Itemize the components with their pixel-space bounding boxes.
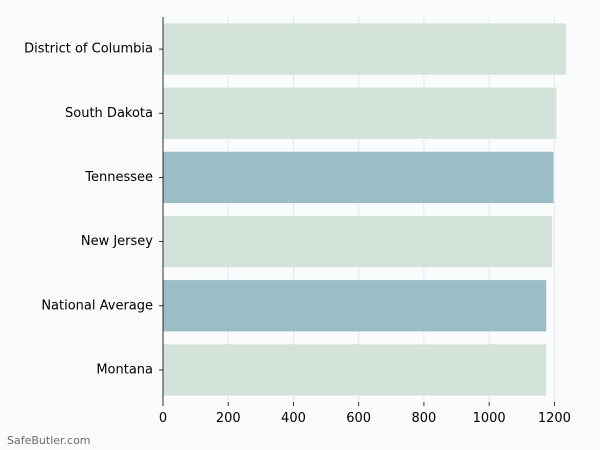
bar bbox=[163, 280, 547, 332]
x-tick-label: 800 bbox=[412, 411, 437, 426]
x-tick-label: 400 bbox=[281, 411, 306, 426]
bar bbox=[163, 215, 553, 268]
y-tick-label: Montana bbox=[96, 362, 153, 377]
bar bbox=[163, 87, 557, 139]
bar bbox=[163, 344, 547, 396]
y-tick-label: National Average bbox=[41, 298, 153, 313]
x-tick-label: 600 bbox=[346, 411, 371, 426]
bar bbox=[163, 151, 554, 204]
watermark: SafeButler.com bbox=[7, 434, 91, 447]
x-tick-label: 200 bbox=[216, 411, 241, 426]
y-tick-label: District of Columbia bbox=[24, 42, 153, 57]
y-tick-label: South Dakota bbox=[65, 106, 153, 121]
y-tick-label: New Jersey bbox=[81, 234, 153, 249]
x-tick-label: 0 bbox=[159, 411, 167, 426]
bar bbox=[163, 23, 567, 75]
x-tick-label: 1200 bbox=[538, 411, 571, 426]
x-tick-label: 1000 bbox=[473, 411, 506, 426]
y-tick-label: Tennessee bbox=[84, 170, 153, 185]
